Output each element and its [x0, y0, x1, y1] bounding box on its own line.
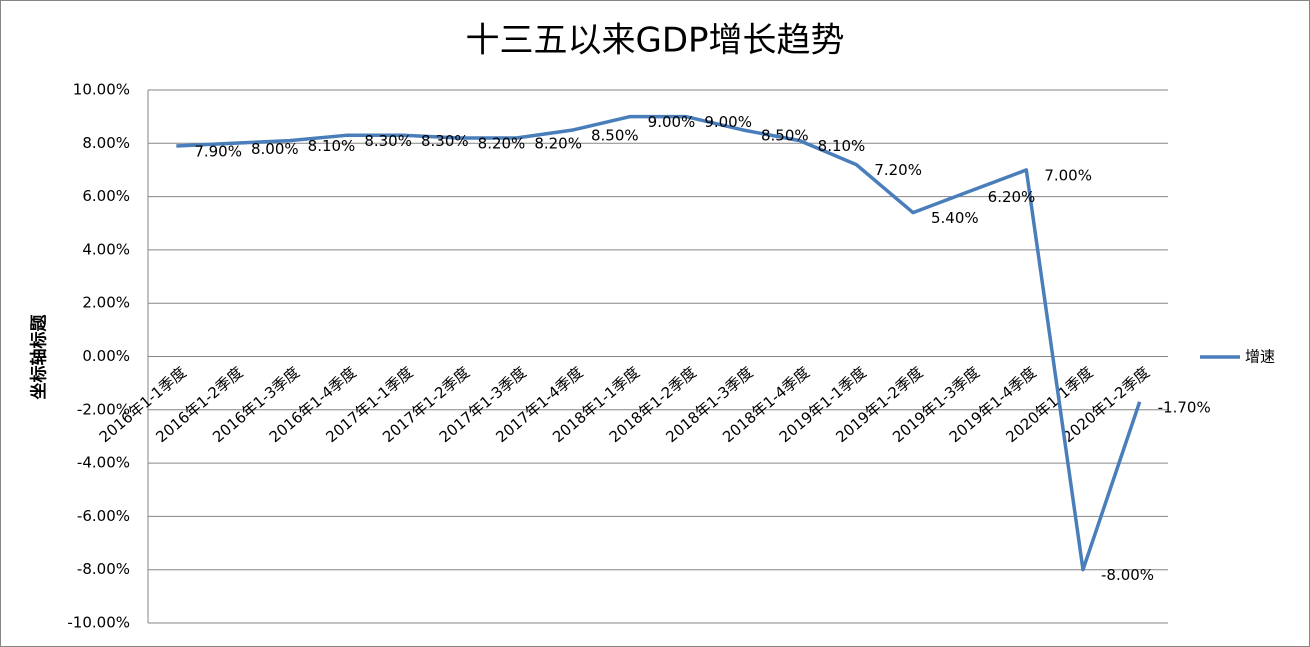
- data-label: 7.20%: [874, 161, 922, 179]
- series-line: [176, 114, 1142, 572]
- data-label: 8.30%: [421, 132, 469, 150]
- y-tick-label: 4.00%: [82, 240, 130, 258]
- y-tick-label: -6.00%: [77, 507, 130, 525]
- y-tick-label: -2.00%: [77, 400, 130, 418]
- data-label: 8.50%: [591, 126, 639, 144]
- data-label: 8.20%: [534, 134, 582, 152]
- data-label: 7.00%: [1044, 166, 1092, 184]
- data-label: 7.90%: [194, 142, 242, 160]
- y-tick-label: 10.00%: [73, 81, 130, 99]
- data-label: 9.00%: [704, 113, 752, 131]
- chart-title: 十三五以来GDP增长趋势: [465, 21, 844, 61]
- y-axis-title: 坐标轴标题: [29, 314, 50, 400]
- data-label: -1.70%: [1158, 398, 1211, 416]
- data-label: 9.00%: [648, 113, 696, 131]
- y-tick-label: 2.00%: [82, 294, 130, 312]
- data-label: 8.50%: [761, 126, 809, 144]
- data-label: 8.30%: [364, 132, 412, 150]
- data-label: 8.10%: [308, 137, 356, 155]
- y-tick-label: 6.00%: [82, 187, 130, 205]
- y-tick-label: -10.00%: [67, 614, 130, 632]
- data-label: -8.00%: [1101, 566, 1154, 584]
- data-label: 6.20%: [988, 188, 1036, 206]
- data-label: 5.40%: [931, 209, 979, 227]
- data-label: 8.10%: [818, 137, 866, 155]
- y-tick-label: -4.00%: [77, 454, 130, 472]
- y-tick-label: 8.00%: [82, 134, 130, 152]
- data-label: 8.20%: [478, 134, 526, 152]
- data-label: 8.00%: [251, 140, 299, 158]
- y-tick-label: 0.00%: [82, 347, 130, 365]
- legend-label: 增速: [1245, 348, 1275, 366]
- y-tick-label: -8.00%: [77, 560, 130, 578]
